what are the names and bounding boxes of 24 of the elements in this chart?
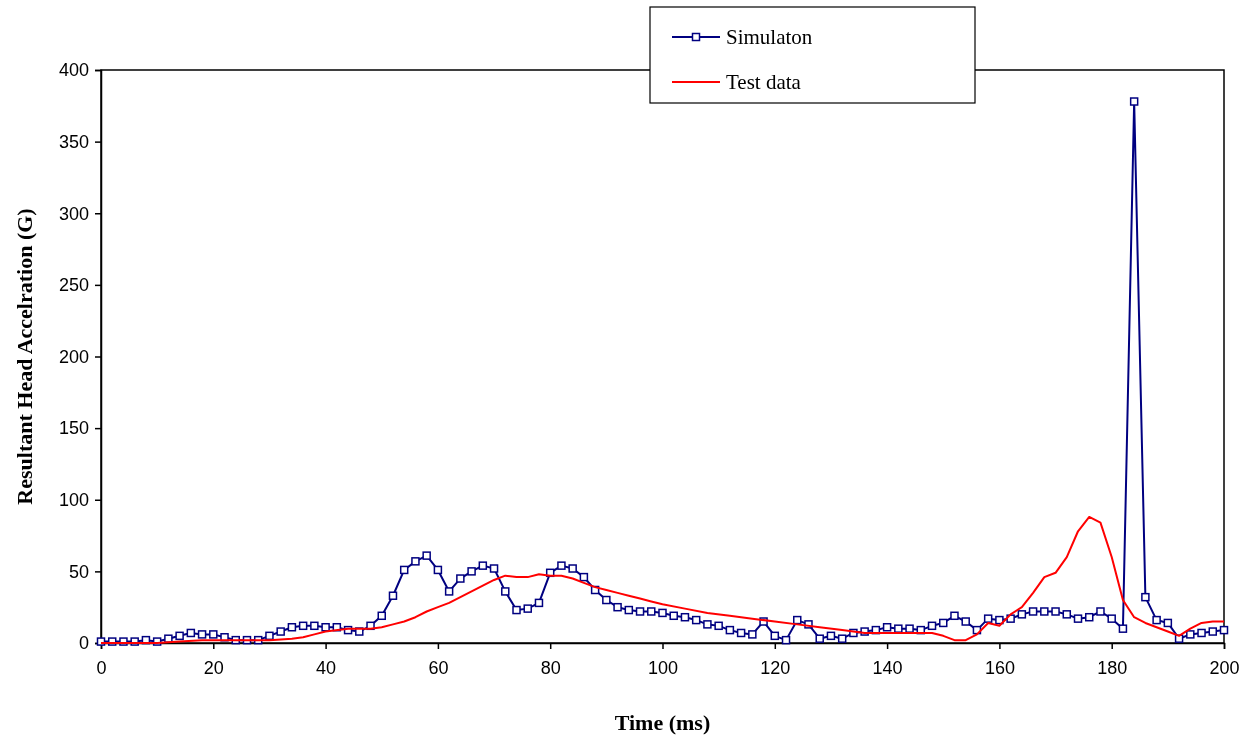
x-tick-label: 120 <box>760 657 791 678</box>
y-tick-label: 0 <box>78 633 89 654</box>
y-axis-title: Resultant Head Accelration (G) <box>12 208 37 505</box>
y-tick-label: 300 <box>58 203 89 224</box>
y-tick-label: 350 <box>58 131 89 152</box>
y-tick-label: 400 <box>58 60 89 81</box>
y-tick-label: 50 <box>68 561 89 582</box>
x-tick-label: 80 <box>540 657 561 678</box>
x-tick-label: 0 <box>96 657 107 678</box>
y-tick-label: 200 <box>58 346 89 367</box>
x-tick-label: 60 <box>428 657 449 678</box>
x-tick-label: 180 <box>1097 657 1128 678</box>
y-tick-label: 150 <box>58 418 89 439</box>
x-tick-label: 200 <box>1209 657 1240 678</box>
legend-label: Test data <box>726 70 802 94</box>
x-tick-label: 20 <box>203 657 224 678</box>
x-tick-label: 140 <box>872 657 903 678</box>
y-tick-label: 250 <box>58 275 89 296</box>
x-tick-label: 40 <box>316 657 337 678</box>
x-tick-label: 160 <box>984 657 1015 678</box>
legend-label: Simulaton <box>726 25 813 49</box>
x-axis-title: Time (ms) <box>614 710 711 735</box>
y-tick-label: 100 <box>58 490 89 511</box>
x-tick-label: 100 <box>647 657 679 678</box>
